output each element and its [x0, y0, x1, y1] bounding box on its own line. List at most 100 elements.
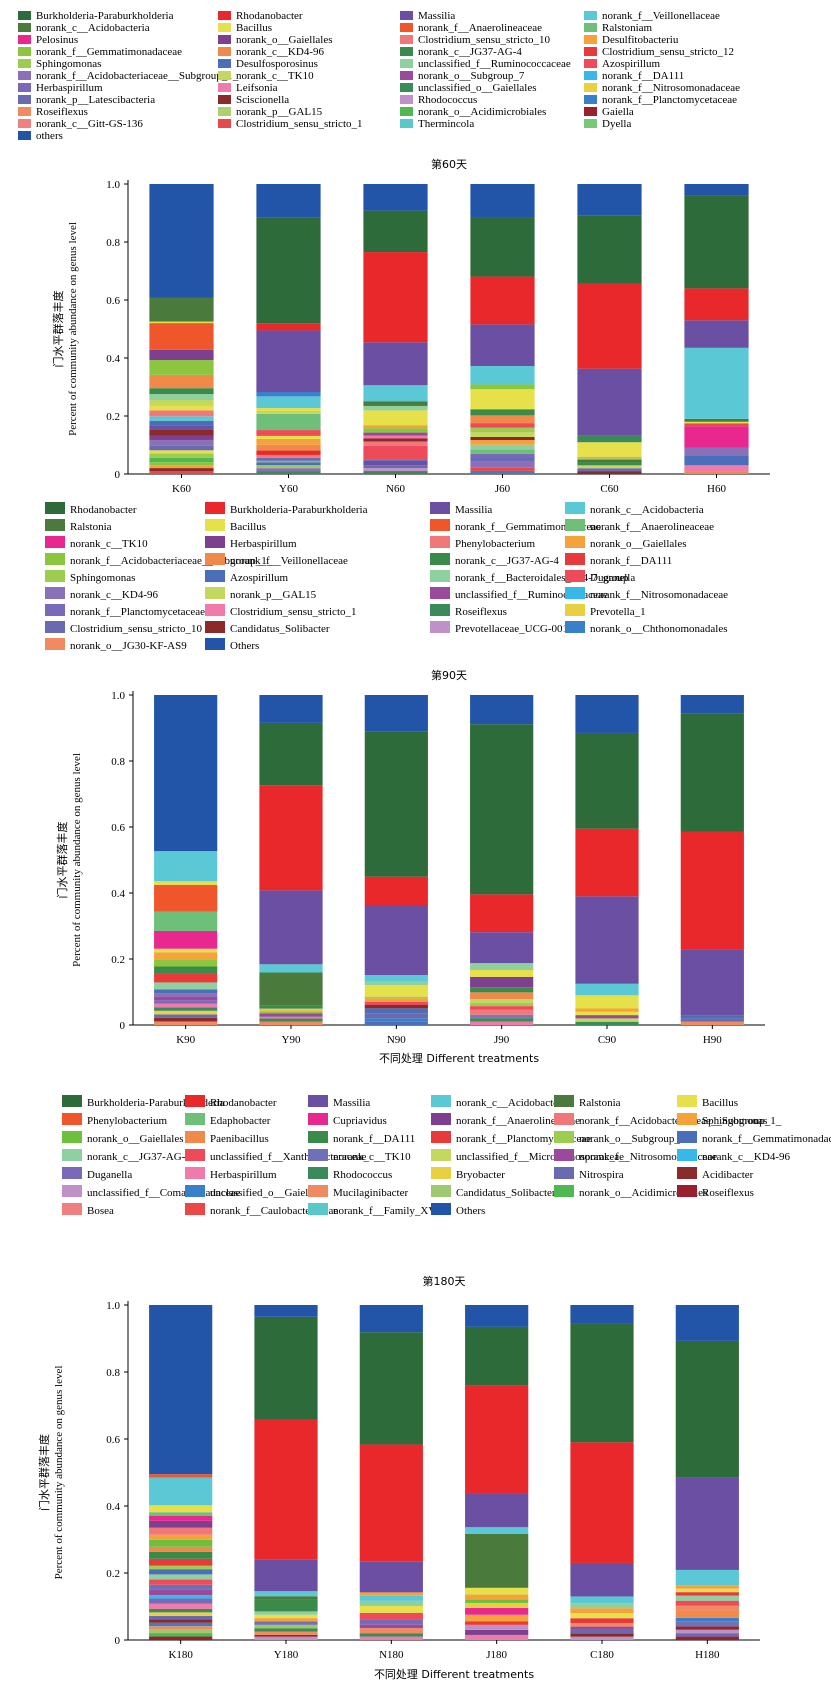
bar-segment	[154, 1007, 217, 1011]
legend-item: Cupriavidus	[308, 1113, 387, 1127]
legend: Rhodanobacter Burkholderia-Paraburkholder…	[45, 502, 728, 652]
legend-label: norank_o__Subgroup_7	[418, 70, 525, 82]
y-tick-label: 0.2	[111, 954, 125, 966]
legend-label: Rhodanobacter	[236, 10, 303, 22]
bar-segment	[470, 415, 534, 423]
bar-segment	[149, 1478, 212, 1506]
figure-canvas: Burkholderia-Paraburkholderia Rhodanobact…	[0, 0, 831, 1684]
legend-swatch	[431, 1131, 451, 1143]
bar-segment	[577, 465, 641, 468]
legend-swatch	[308, 1185, 328, 1197]
legend-label: norank_c__KD4-96	[702, 1151, 790, 1163]
bar-stack-J60	[470, 184, 534, 474]
bar-segment	[149, 440, 213, 446]
bar-segment	[363, 428, 427, 432]
legend-swatch	[45, 519, 65, 531]
legend-label: Bacillus	[230, 521, 266, 533]
bar-segment	[149, 436, 213, 440]
legend-label: Pelosinus	[36, 34, 78, 46]
legend-label: Bosea	[87, 1205, 114, 1217]
legend-swatch	[205, 570, 225, 582]
legend-label: norank_f__Veillonellaceae	[230, 555, 348, 567]
legend-swatch	[677, 1149, 697, 1161]
bar-segment	[363, 433, 427, 436]
legend-item: Acidibacter	[677, 1167, 754, 1181]
bar-segment	[365, 1022, 428, 1025]
legend-swatch	[18, 131, 31, 140]
bar-segment	[363, 441, 427, 445]
bar-segment	[465, 1494, 528, 1528]
bar-segment	[676, 1621, 739, 1626]
legend-item: Bacillus	[218, 22, 272, 34]
legend-item: Rhodococcus	[400, 94, 477, 106]
legend-swatch	[185, 1113, 205, 1125]
bar-segment	[254, 1632, 317, 1635]
x-tick-label: J60	[495, 483, 511, 495]
bar-segment	[363, 385, 427, 401]
bar-segment	[577, 471, 641, 474]
bar-segment	[570, 1442, 633, 1563]
legend-swatch	[308, 1113, 328, 1125]
legend-swatch	[400, 119, 413, 128]
legend-item: Burkholderia-Paraburkholderia	[18, 10, 174, 22]
bar-stack-C90	[575, 695, 638, 1025]
bar-segment	[256, 439, 320, 445]
legend-label: Massilia	[333, 1097, 370, 1109]
bar-segment	[360, 1596, 423, 1601]
legend-item: Sphingomonas	[45, 570, 135, 584]
legend-swatch	[431, 1185, 451, 1197]
bar-segment	[149, 1512, 212, 1515]
bar-segment	[465, 1635, 528, 1640]
bar-segment	[470, 932, 533, 963]
legend-label: Sphingomonas	[70, 572, 135, 584]
bar-segment	[470, 440, 534, 445]
x-tick-label: H180	[695, 1649, 720, 1661]
legend-item: Desulfosporosinus	[218, 58, 318, 70]
y-tick-label: 0.4	[111, 888, 125, 900]
legend-swatch	[400, 71, 413, 80]
legend-label: Edaphobacter	[210, 1115, 271, 1127]
legend-swatch	[400, 47, 413, 56]
bar-segment	[684, 196, 748, 289]
bar-stack-N90	[365, 695, 428, 1025]
x-tick-label: K90	[176, 1034, 195, 1046]
legend-swatch	[584, 71, 597, 80]
bar-segment	[470, 428, 534, 433]
bar-segment	[256, 218, 320, 323]
legend-label: norank_f__Acidobacteriaceae__Subgroup_1_	[36, 70, 239, 82]
bar-segment	[256, 445, 320, 451]
bar-segment	[570, 1637, 633, 1640]
bar-stack-J90	[470, 695, 533, 1025]
bar-segment	[259, 1005, 322, 1008]
legend-label: norank_p__GAL15	[230, 589, 317, 601]
bar-segment	[676, 1601, 739, 1606]
bar-segment	[577, 216, 641, 284]
legend-item: Roseiflexus	[18, 106, 88, 118]
legend-item: norank_f__DA111	[565, 553, 672, 567]
legend-label: norank_o__Chthonomonadales	[590, 623, 727, 635]
bar-segment	[149, 465, 213, 468]
legend-swatch	[565, 604, 585, 616]
bar-segment	[465, 1630, 528, 1635]
legend-item: Ralstoniam	[584, 22, 653, 34]
legend-item: Burkholderia-Paraburkholderia	[205, 502, 368, 516]
bar-segment	[577, 442, 641, 456]
legend-label: norank_o__Gaiellales	[87, 1133, 184, 1145]
bar-segment	[470, 437, 534, 440]
legend-swatch	[584, 107, 597, 116]
bar-segment	[256, 408, 320, 411]
legend-label: Sciscionella	[236, 94, 289, 106]
legend-item: Others	[431, 1203, 485, 1217]
legend-swatch	[431, 1113, 451, 1125]
legend-label: Paenibacillus	[210, 1133, 269, 1145]
bar-segment	[470, 1010, 533, 1015]
bar-segment	[259, 785, 322, 890]
bar-segment	[684, 288, 748, 320]
legend-label: Gaiella	[602, 106, 634, 118]
y-tick-label: 0.6	[111, 822, 125, 834]
legend-item: Azospirillum	[584, 58, 660, 70]
legend-item: Leifsonia	[218, 82, 278, 94]
bar-segment	[254, 1618, 317, 1621]
legend-item: Bryobacter	[431, 1167, 505, 1181]
legend-swatch	[400, 11, 413, 20]
